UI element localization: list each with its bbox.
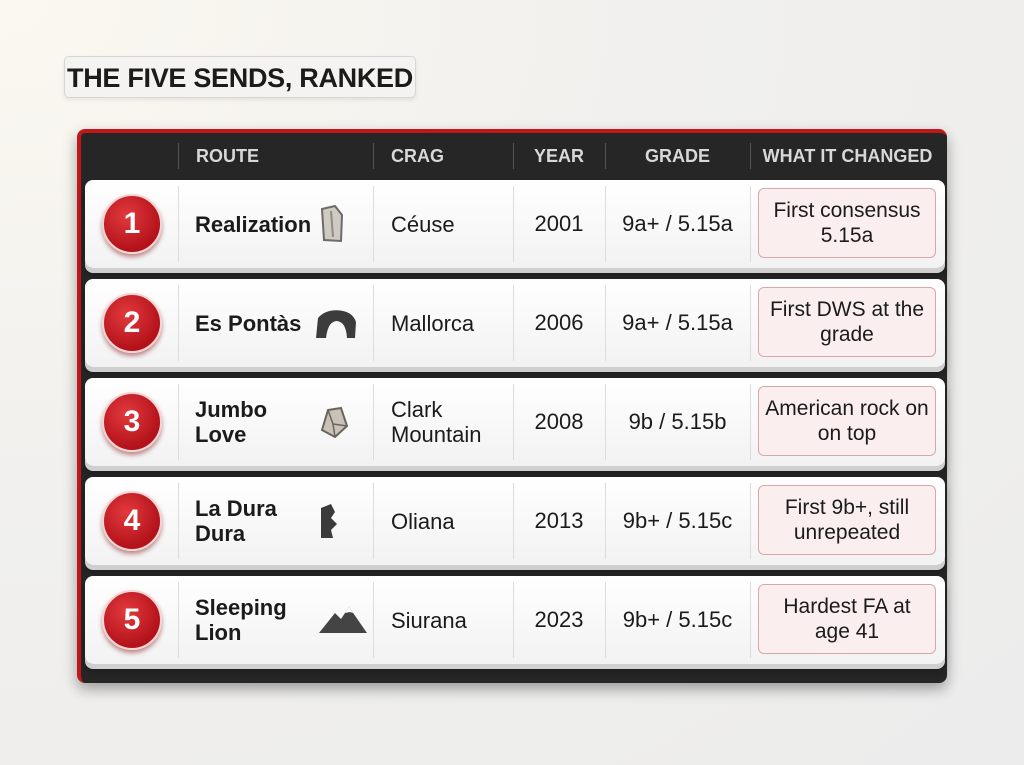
table-row: 3 Jumbo Love Clark Mountain 2008 9b / 5.15b A… (85, 378, 945, 466)
table-row: 2 Es Pontàs Mallorca 2006 9a+ / 5.15a First D… (85, 279, 945, 367)
column-separator (373, 384, 374, 460)
table-row: 5 Sleeping Lion Siurana 2023 9b+ / 5.15c Hard… (85, 576, 945, 664)
rank-cell: 2 (85, 279, 178, 367)
column-separator (750, 384, 751, 460)
route-name: Es Pontàs (195, 310, 302, 336)
crag: Clark Mountain (391, 397, 482, 447)
route-name: Realization (195, 211, 312, 237)
route-cell: Realization (178, 180, 373, 268)
column-header: YEAR (533, 146, 584, 166)
rank-cell: 5 (85, 576, 178, 664)
column-separator (513, 285, 514, 361)
route-icon (319, 607, 367, 633)
rank-badge: 4 (102, 491, 162, 551)
column-header: CRAG (391, 146, 444, 166)
column-separator (513, 483, 514, 559)
crag: Mallorca (391, 310, 475, 336)
rank-cell: 4 (85, 477, 178, 565)
column-separator (373, 582, 374, 658)
route-name: La Dura Dura (195, 496, 277, 546)
year: 2001 (534, 211, 584, 236)
column-separator (178, 285, 179, 361)
change-note: American rock on on top (758, 386, 936, 456)
title: THE FIVE SENDS, RANKED (64, 56, 416, 98)
header-separator (373, 143, 374, 169)
year: 2006 (534, 310, 584, 335)
header-separator (605, 143, 606, 169)
column-separator (605, 186, 606, 262)
route-icon (319, 406, 349, 438)
table-row: 1 Realization Céuse 2001 9a+ / 5.15a First co… (85, 180, 945, 268)
route-icon (319, 504, 339, 538)
column-separator (513, 582, 514, 658)
route-cell: Sleeping Lion (178, 576, 373, 664)
change-note: First 9b+, still unrepeated (758, 485, 936, 555)
route-icon (319, 205, 345, 243)
route-cell: Es Pontàs (178, 279, 373, 367)
grade: 9b / 5.15b (628, 409, 727, 434)
year: 2008 (534, 409, 584, 434)
route-name: Jumbo Love (195, 397, 268, 447)
route-name: Sleeping Lion (195, 595, 287, 645)
rank-cell: 1 (85, 180, 178, 268)
column-separator (178, 186, 179, 262)
year: 2023 (534, 607, 584, 632)
route-icon (315, 308, 357, 338)
column-separator (750, 483, 751, 559)
rank-badge: 5 (102, 590, 162, 650)
crag: Céuse (391, 211, 455, 237)
rank-cell: 3 (85, 378, 178, 466)
crag: Siurana (391, 607, 467, 633)
column-separator (178, 582, 179, 658)
table-row: 4 La Dura Dura Oliana 2013 9b+ / 5.15c First … (85, 477, 945, 565)
route-cell: Jumbo Love (178, 378, 373, 466)
crag: Oliana (391, 508, 455, 534)
change-note: First DWS at the grade (758, 287, 936, 357)
column-separator (513, 186, 514, 262)
column-separator (178, 483, 179, 559)
rank-badge: 1 (102, 194, 162, 254)
column-separator (750, 285, 751, 361)
grade: 9a+ / 5.15a (622, 211, 733, 236)
grade: 9b+ / 5.15c (622, 607, 733, 632)
column-separator (605, 582, 606, 658)
header-separator (178, 143, 179, 169)
column-separator (373, 285, 374, 361)
grade: 9b+ / 5.15c (622, 508, 733, 533)
column-header: WHAT IT CHANGED (762, 146, 933, 166)
column-separator (750, 186, 751, 262)
column-separator (605, 384, 606, 460)
column-separator (373, 483, 374, 559)
column-header: GRADE (644, 146, 710, 166)
grade: 9a+ / 5.15a (622, 310, 733, 335)
route-cell: La Dura Dura (178, 477, 373, 565)
change-note: First consensus 5.15a (758, 188, 936, 258)
header-separator (513, 143, 514, 169)
rank-badge: 2 (102, 293, 162, 353)
column-separator (513, 384, 514, 460)
column-header: ROUTE (196, 146, 259, 166)
year: 2013 (534, 508, 584, 533)
column-separator (373, 186, 374, 262)
column-separator (750, 582, 751, 658)
header-separator (750, 143, 751, 169)
rank-badge: 3 (102, 392, 162, 452)
change-note: Hardest FA at age 41 (758, 584, 936, 654)
column-separator (178, 384, 179, 460)
column-separator (605, 483, 606, 559)
column-separator (605, 285, 606, 361)
